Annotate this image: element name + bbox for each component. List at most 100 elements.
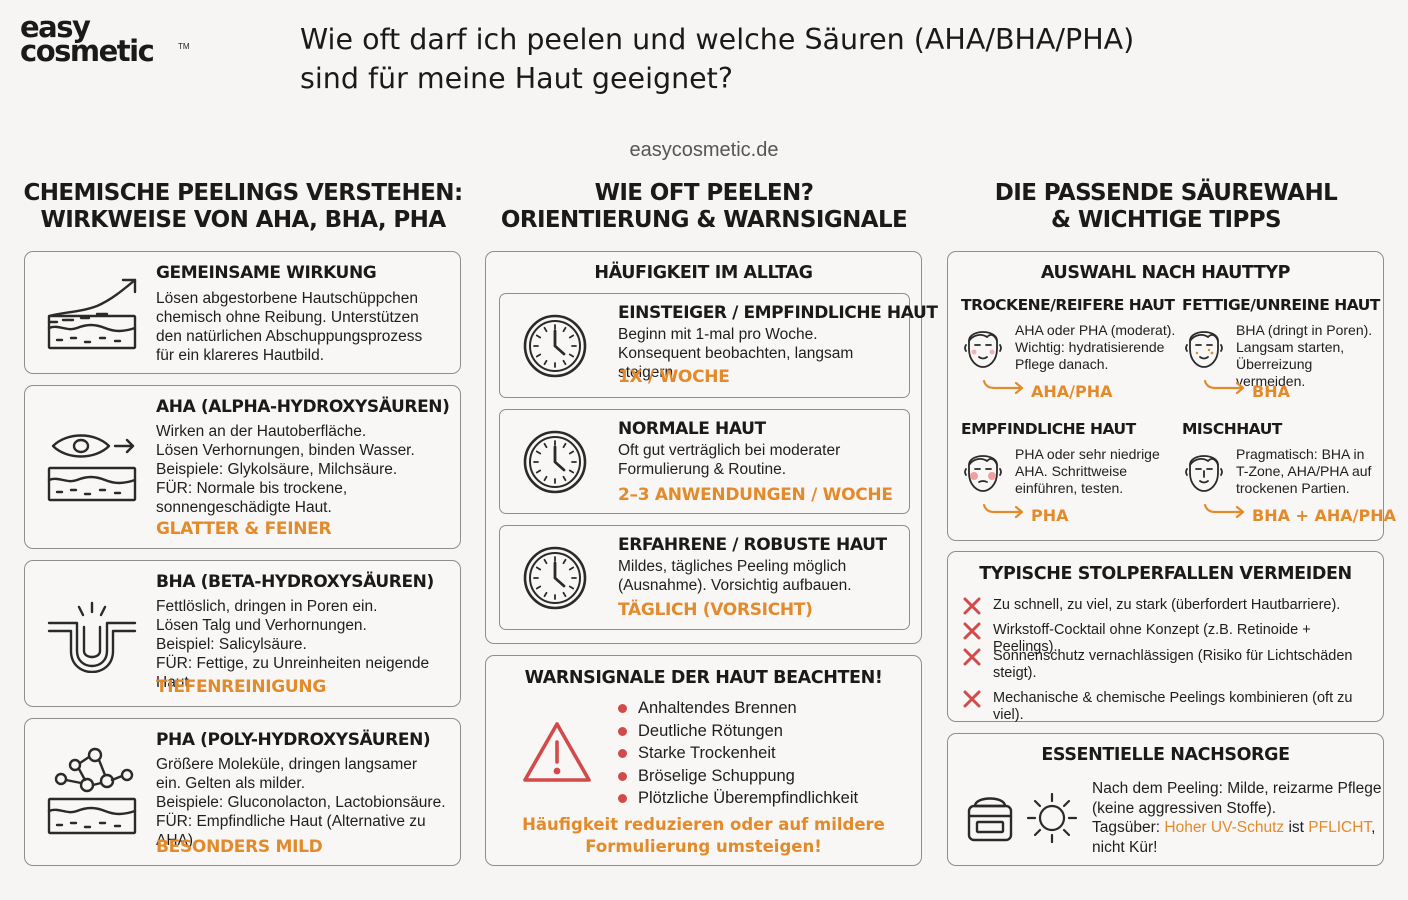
warning-triangle-icon	[521, 720, 593, 784]
item-body: Mildes, tägliches Peeling möglich (Ausna…	[618, 557, 852, 595]
skin-type-title: AUSWAHL NACH HAUTTYP	[1040, 263, 1291, 283]
skin-rec-sensitive: PHA	[1031, 506, 1069, 525]
skin-rec-combination: BHA + AHA/PHA	[1252, 506, 1397, 525]
card-common-effect: GEMEINSAME WIRKUNG Lösen abgestorbene Ha…	[24, 251, 461, 374]
combination-face-icon	[1182, 445, 1226, 495]
pitfalls-title: TYPISCHE STOLPERFALLEN VERMEIDEN	[979, 564, 1352, 584]
advice-line: Häufigkeit reduzieren oder auf mildere	[522, 815, 885, 834]
pitfall-item: Zu schnell, zu viel, zu stark (überforde…	[962, 597, 1375, 615]
pitfall-item: Mechanische & chemische Peelings kombini…	[962, 690, 1375, 724]
body-line: Beispiele: Glykolsäure, Milchsäure.	[156, 461, 398, 478]
sun-icon	[1024, 790, 1080, 846]
skin-line: BHA (dringt in Poren).	[1236, 322, 1373, 338]
card-aha: AHA (ALPHA-HYDROXYSÄUREN) Wirken an der …	[24, 385, 461, 549]
eye-skin-layer-icon	[45, 428, 141, 506]
body-line: chemisch ohne Reibung. Unterstützen	[156, 309, 419, 326]
card-title: BHA (BETA-HYDROXYSÄUREN)	[156, 572, 434, 592]
skin-line: AHA oder PHA (moderat).	[1015, 322, 1176, 338]
skin-line: einführen, testen.	[1015, 480, 1124, 496]
aftercare-line: ist	[1284, 819, 1309, 836]
skin-line: Überreizung vermeiden.	[1236, 356, 1313, 389]
pitfalls-card: TYPISCHE STOLPERFALLEN VERMEIDEN Zu schn…	[947, 551, 1384, 724]
website-url[interactable]: easycosmetic.de	[629, 139, 779, 161]
skin-line: Pflege danach.	[1015, 356, 1109, 372]
cream-jar-icon	[963, 792, 1017, 844]
body-line: Beispiele: Gluconolacton, Lactobionsäure…	[156, 794, 446, 811]
body-line: Lösen abgestorbene Hautschüppchen	[156, 290, 418, 307]
skin-type-text-dry: AHA oder PHA (moderat). Wichtig: hydrati…	[1015, 322, 1175, 373]
skin-line: PHA oder sehr niedrige	[1015, 446, 1160, 462]
body-line: Lösen Verhornungen, binden Wasser.	[156, 442, 415, 459]
warning-signs-list: Anhaltendes Brennen Deutliche Rötungen S…	[616, 697, 858, 810]
body-line: Mildes, tägliches Peeling möglich	[618, 558, 847, 575]
aftercare-card: ESSENTIELLE NACHSORGE Nach dem Peeling: …	[947, 733, 1384, 866]
frequency-tag: 2–3 ANWENDUNGEN / WOCHE	[618, 485, 893, 505]
skin-type-title-oily: FETTIGE/UNREINE HAUT	[1182, 296, 1380, 314]
pitfall-item: Sonnenschutz vernachlässigen (Risiko für…	[962, 648, 1375, 682]
skin-type-card: AUSWAHL NACH HAUTTYP TROCKENE/REIFERE HA…	[947, 251, 1396, 541]
card-body: Wirken an der Hautoberfläche. Lösen Verh…	[156, 422, 415, 517]
arrow-right-icon	[982, 503, 1026, 519]
skin-layer-arrow-icon	[45, 274, 141, 354]
card-tag: GLATTER & FEINER	[156, 519, 332, 539]
sensitive-face-icon	[961, 445, 1005, 495]
body-line: ein. Gelten als milder.	[156, 775, 306, 792]
card-tag: TIEFENREINIGUNG	[156, 677, 327, 697]
body-line: FÜR: Fettige, zu Unreinheiten neigende H…	[156, 655, 430, 691]
skin-rec-dry: AHA/PHA	[1031, 382, 1113, 401]
arrow-right-icon	[1203, 379, 1247, 395]
item-body: Beginn mit 1-mal pro Woche. Konsequent b…	[618, 325, 909, 382]
x-mark-icon	[962, 689, 982, 714]
body-line: Lösen Talg und Verhornungen.	[156, 617, 367, 634]
skin-type-text-combination: Pragmatisch: BHA in T-Zone, AHA/PHA auf …	[1236, 446, 1371, 497]
aftercare-line: (keine aggressiven Stoffe).	[1092, 799, 1277, 817]
clock-icon	[522, 313, 588, 379]
aftercare-title: ESSENTIELLE NACHSORGE	[1041, 745, 1290, 765]
item-title: ERFAHRENE / ROBUSTE HAUT	[618, 535, 887, 555]
frequency-item-beginner: EINSTEIGER / EMPFINDLICHE HAUT Beginn mi…	[499, 293, 938, 398]
skin-line: Wichtig: hydratisierende	[1015, 339, 1165, 355]
item-body: Oft gut verträglich bei moderater Formul…	[618, 441, 840, 479]
body-line: Wirken an der Hautoberfläche.	[156, 423, 367, 440]
frequency-card: HÄUFIGKEIT IM ALLTAG EINSTEIGER / EMPFIN…	[485, 251, 938, 644]
warning-item: Plötzliche Überempfindlichkeit	[616, 787, 858, 810]
warnings-title: WARNSIGNALE DER HAUT BEACHTEN!	[524, 668, 883, 688]
warnings-advice: Häufigkeit reduzieren oder auf mildere F…	[486, 814, 921, 858]
molecule-skin-icon	[45, 745, 141, 837]
pitfall-text: Zu schnell, zu viel, zu stark (überforde…	[993, 597, 1341, 613]
frequency-item-normal: NORMALE HAUT Oft gut verträglich bei mod…	[499, 409, 910, 514]
page-title-line2: sind für meine Haut geeignet?	[300, 62, 733, 95]
advice-line: Formulierung umsteigen!	[585, 837, 822, 856]
mandatory-highlight: PFLICHT	[1308, 819, 1372, 836]
col1-heading: CHEMISCHE PEELINGS VERSTEHEN: WIRKWEISE …	[20, 180, 466, 234]
body-line: Konsequent beobachten, langsam steigern.	[618, 345, 854, 381]
col1-heading-l1: CHEMISCHE PEELINGS VERSTEHEN:	[23, 180, 463, 206]
card-body: Fettlöslich, dringen in Poren ein. Lösen…	[156, 597, 460, 692]
skin-line: Pragmatisch: BHA in	[1236, 446, 1365, 462]
logo-line2: cosmetic	[20, 33, 155, 68]
body-line: Oft gut verträglich bei moderater	[618, 442, 841, 459]
col2-heading: WIE OFT PEELEN? ORIENTIERUNG & WARNSIGNA…	[484, 180, 924, 234]
body-line: den natürlichen Abschuppungsprozess	[156, 328, 423, 345]
skin-type-text-sensitive: PHA oder sehr niedrige AHA. Schrittweise…	[1015, 446, 1160, 497]
body-line: Größere Moleküle, dringen langsamer	[156, 756, 418, 773]
pitfall-item: Wirkstoff-Cocktail ohne Konzept (z.B. Re…	[962, 622, 1375, 656]
skin-rec-oily: BHA	[1252, 382, 1290, 401]
card-title: AHA (ALPHA-HYDROXYSÄUREN)	[156, 397, 450, 417]
item-title: EINSTEIGER / EMPFINDLICHE HAUT	[618, 303, 938, 323]
dry-face-icon	[961, 321, 1005, 371]
clock-icon	[522, 545, 588, 611]
aftercare-line: ,	[1371, 819, 1376, 836]
oily-face-icon	[1182, 321, 1226, 371]
skin-line: Langsam starten,	[1236, 339, 1345, 355]
card-pha: PHA (POLY-HYDROXYSÄUREN) Größere Molekül…	[24, 718, 461, 866]
body-line: Beginn mit 1-mal pro Woche.	[618, 326, 818, 343]
warning-item: Deutliche Rötungen	[616, 720, 858, 743]
aftercare-text: Nach dem Peeling: Milde, reizarme Pflege…	[1092, 779, 1381, 857]
arrow-right-icon	[982, 379, 1026, 395]
card-title: PHA (POLY-HYDROXYSÄUREN)	[156, 730, 431, 750]
col3-heading-l2: & WICHTIGE TIPPS	[1051, 207, 1281, 233]
body-line: (Ausnahme). Vorsichtig aufbauen.	[618, 577, 852, 594]
x-mark-icon	[962, 621, 982, 646]
warning-item: Starke Trockenheit	[616, 742, 858, 765]
